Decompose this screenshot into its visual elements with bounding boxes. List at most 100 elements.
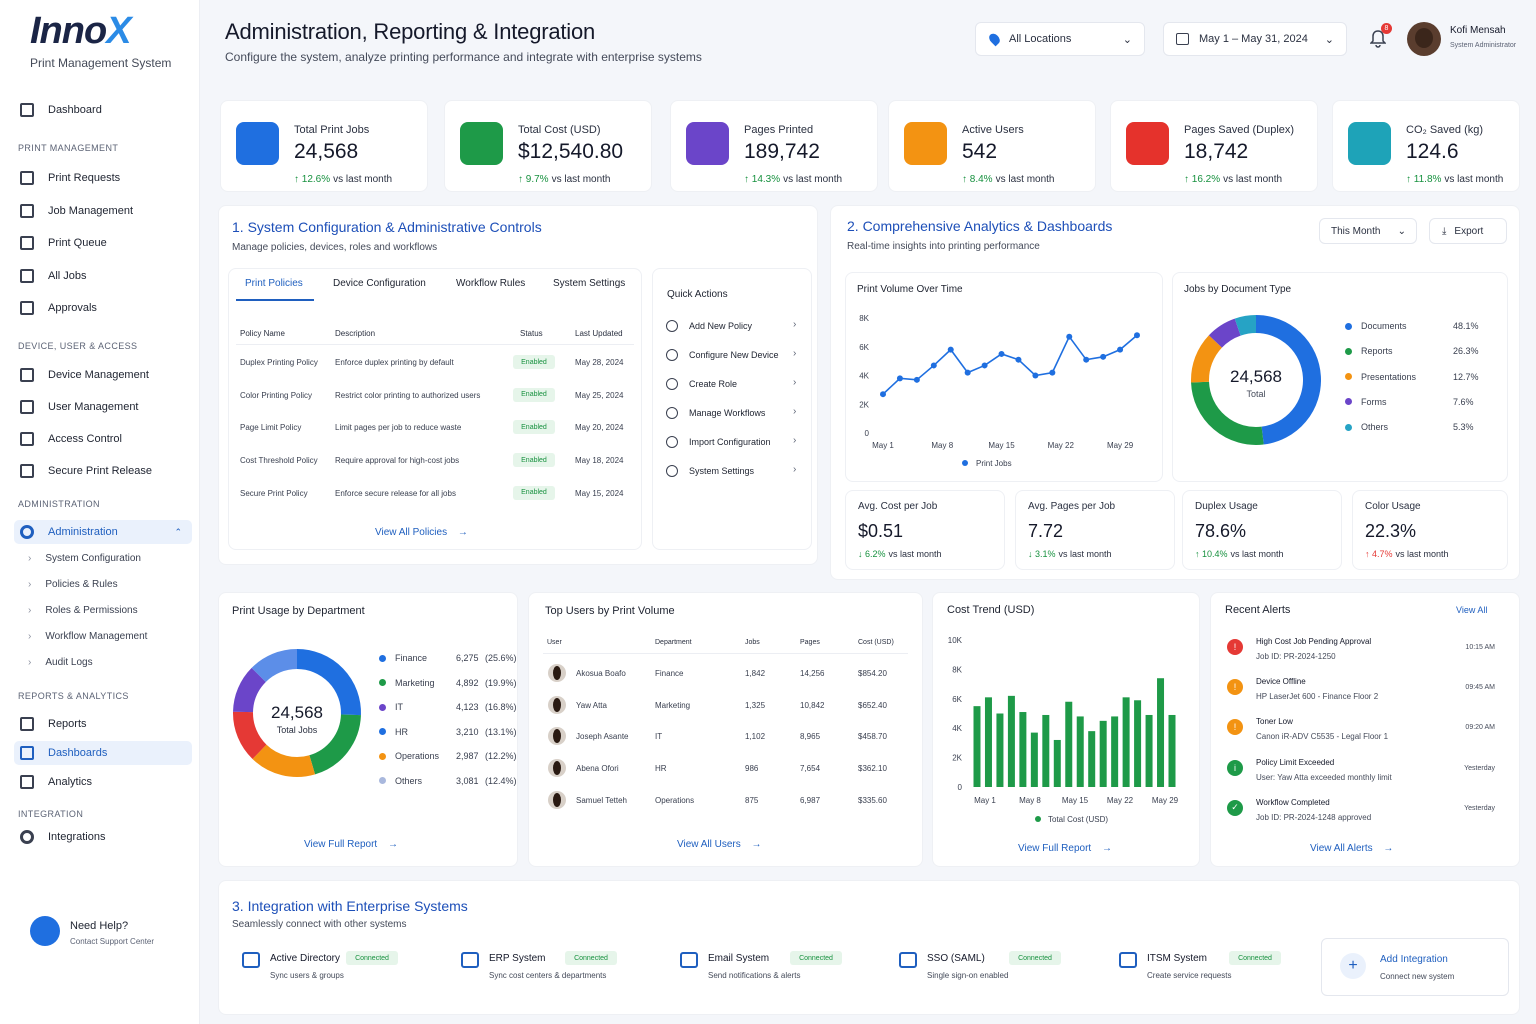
sidebar-item-dashboard[interactable]: Dashboard xyxy=(14,98,192,122)
document-icon xyxy=(686,122,729,165)
column-header: User xyxy=(547,639,562,646)
user-name[interactable]: Abena Ofori xyxy=(576,764,619,774)
tab-workflow-rules[interactable]: Workflow Rules xyxy=(456,278,526,289)
integration-card[interactable]: Email System Send notifications & alerts C… xyxy=(666,938,873,996)
policy-name[interactable]: Page Limit Policy xyxy=(240,423,302,433)
user-name[interactable]: Yaw Atta xyxy=(576,700,607,710)
help-card[interactable]: Need Help? Contact Support Center xyxy=(14,900,184,960)
calendar-icon xyxy=(1176,33,1189,45)
legend-label: Reports xyxy=(1361,346,1393,357)
download-icon: ⤓ xyxy=(1442,225,1447,237)
view-all-link[interactable]: View All xyxy=(1456,605,1488,615)
view-all-alerts-link[interactable]: View All Alerts → xyxy=(1310,843,1394,854)
queue-icon xyxy=(20,236,34,250)
quick-action-configure-new-device[interactable]: Configure New Device xyxy=(666,349,779,361)
chevron-right-icon[interactable]: › xyxy=(793,464,797,475)
legend-value: 6,275 xyxy=(456,653,479,663)
user-name[interactable]: Samuel Tetteh xyxy=(576,795,627,805)
quick-action-manage-workflows[interactable]: Manage Workflows xyxy=(666,407,765,419)
legend-value: 4,123 xyxy=(456,702,479,712)
view-full-report-link[interactable]: View Full Report → xyxy=(304,839,398,850)
chevron-up-icon[interactable]: ⌃ xyxy=(174,526,182,537)
tab-device-configuration[interactable]: Device Configuration xyxy=(333,278,426,289)
chevron-right-icon[interactable]: › xyxy=(793,377,797,388)
alert-title[interactable]: Device Offline xyxy=(1256,677,1306,687)
sidebar-item-approvals[interactable]: Approvals xyxy=(14,296,192,320)
alert-title[interactable]: Workflow Completed xyxy=(1256,797,1330,807)
kpi-card: Total Cost (USD) $12,540.80 ↑ 9.7% vs last … xyxy=(444,100,652,192)
sidebar-item-all-jobs[interactable]: All Jobs xyxy=(14,264,192,288)
quick-action-system-settings[interactable]: System Settings xyxy=(666,465,754,477)
bar xyxy=(1157,678,1165,787)
period-select[interactable]: This Month ⌄ xyxy=(1319,218,1417,244)
chevron-right-icon[interactable]: › xyxy=(793,348,797,359)
legend-item: Presentations xyxy=(1345,372,1416,382)
help-subtitle[interactable]: Contact Support Center xyxy=(70,937,155,946)
sidebar-item-secure-print-release[interactable]: Secure Print Release xyxy=(14,459,192,483)
policy-name[interactable]: Color Printing Policy xyxy=(240,390,313,400)
user-name[interactable]: Akosua Boafo xyxy=(576,669,626,678)
avatar[interactable] xyxy=(1407,22,1441,56)
user-name[interactable]: Kofi Mensah xyxy=(1450,25,1506,36)
view-full-report-link[interactable]: View Full Report → xyxy=(1018,843,1112,854)
notification-badge: 8 xyxy=(1381,23,1392,34)
location-select[interactable]: All Locations ⌄ xyxy=(975,22,1145,56)
integration-card[interactable]: Active Directory Sync users & groups Conne… xyxy=(228,938,435,996)
sidebar-item-dashboards[interactable]: Dashboards xyxy=(14,741,192,765)
table-cell: 875 xyxy=(745,795,759,805)
sidebar-item-user-management[interactable]: User Management xyxy=(14,395,192,419)
legend-item: Reports xyxy=(1345,346,1393,356)
export-button[interactable]: ⤓ Export xyxy=(1429,218,1507,244)
sidebar-subitem[interactable]: Roles & Permissions xyxy=(28,605,137,616)
sidebar-item-device-management[interactable]: Device Management xyxy=(14,363,192,387)
sidebar-item-print-queue[interactable]: Print Queue xyxy=(14,231,192,255)
sidebar-item-reports[interactable]: Reports xyxy=(14,712,192,736)
alerts-card xyxy=(1210,592,1520,867)
alert-title[interactable]: Policy Limit Exceeded xyxy=(1256,757,1335,767)
policy-name[interactable]: Duplex Printing Policy xyxy=(240,358,318,367)
quick-action-import-configuration[interactable]: Import Configuration xyxy=(666,436,771,448)
policy-name[interactable]: Cost Threshold Policy xyxy=(240,456,318,466)
tab-print-policies[interactable]: Print Policies xyxy=(245,278,303,289)
page-subtitle: Configure the system, analyze printing p… xyxy=(225,50,702,64)
table-cell: 14,256 xyxy=(800,669,825,678)
chevron-right-icon[interactable]: › xyxy=(793,319,797,330)
sidebar-item-analytics[interactable]: Analytics xyxy=(14,770,192,794)
integration-card[interactable]: SSO (SAML) Single sign-on enabled Connecte… xyxy=(885,938,1092,996)
arrow-up-icon: ↑ xyxy=(294,174,302,185)
sidebar-item-job-management[interactable]: Job Management xyxy=(14,199,192,223)
add-integration-card[interactable]: + Add Integration Connect new system xyxy=(1321,938,1509,996)
user-name[interactable]: Joseph Asante xyxy=(576,732,629,742)
date-range-select[interactable]: May 1 – May 31, 2024 ⌄ xyxy=(1163,22,1347,56)
bell-icon[interactable] xyxy=(1370,30,1386,48)
quick-action-add-new-policy[interactable]: Add New Policy xyxy=(666,320,752,332)
arrow-up-icon: ↑ xyxy=(744,174,752,185)
alert-title[interactable]: High Cost Job Pending Approval xyxy=(1256,637,1372,646)
sidebar-subitem[interactable]: Audit Logs xyxy=(28,657,92,668)
kpi-label: Total Cost (USD) xyxy=(518,124,601,136)
sidebar-item-access-control[interactable]: Access Control xyxy=(14,427,192,451)
alert-title[interactable]: Toner Low xyxy=(1256,717,1293,727)
view-all-policies-link[interactable]: View All Policies → xyxy=(375,527,468,538)
sidebar-subitem[interactable]: Policies & Rules xyxy=(28,579,117,590)
integration-card[interactable]: ERP System Sync cost centers & department… xyxy=(447,938,654,996)
legend-label: Print Jobs xyxy=(976,459,1012,468)
table-cell: HR xyxy=(655,764,667,774)
chevron-right-icon[interactable]: › xyxy=(793,406,797,417)
chevron-right-icon[interactable]: › xyxy=(793,435,797,446)
sidebar-item-administration[interactable]: Administration ⌃ xyxy=(14,520,192,544)
legend-label: HR xyxy=(395,726,408,737)
sidebar-item-integrations[interactable]: Integrations xyxy=(14,825,192,849)
view-all-users-link[interactable]: View All Users → xyxy=(677,839,762,850)
sidebar-subitem[interactable]: Workflow Management xyxy=(28,631,147,642)
sidebar-item-print-requests[interactable]: Print Requests xyxy=(14,166,192,190)
quick-action-create-role[interactable]: Create Role xyxy=(666,378,737,390)
legend-percent: (12.4%) xyxy=(485,775,517,786)
policy-name[interactable]: Secure Print Policy xyxy=(240,488,308,498)
warning-icon: ! xyxy=(1227,719,1243,736)
users-icon xyxy=(904,122,947,165)
sidebar-subitem[interactable]: System Configuration xyxy=(28,553,141,564)
tab-system-settings[interactable]: System Settings xyxy=(553,278,626,289)
integration-card[interactable]: ITSM System Create service requests Connec… xyxy=(1105,938,1312,996)
app-logo[interactable]: InnoX xyxy=(30,10,132,52)
